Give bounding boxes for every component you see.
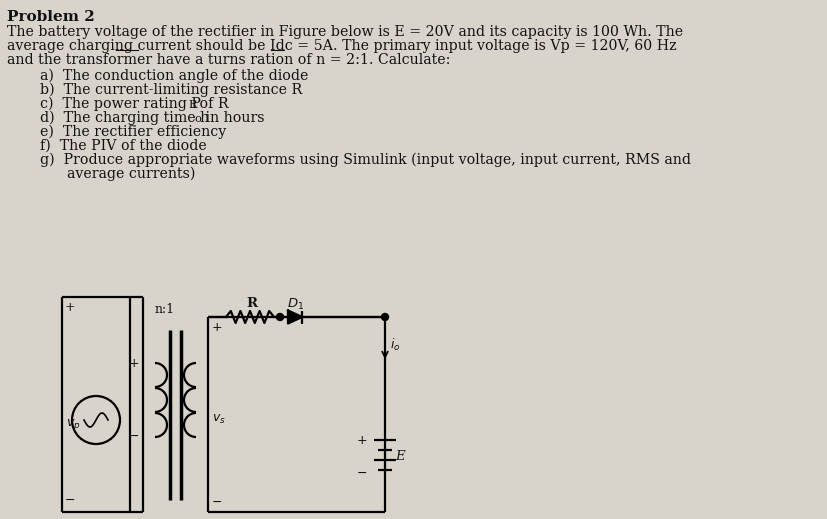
Text: e)  The rectifier efficiency: e) The rectifier efficiency [40,125,227,140]
Text: in hours: in hours [201,111,265,125]
Text: o: o [194,114,201,124]
Text: c)  The power rating P: c) The power rating P [40,97,201,112]
Text: and the transformer have a turns ration of n = 2:1. Calculate:: and the transformer have a turns ration … [7,53,451,67]
Text: average currents): average currents) [40,167,195,182]
Text: +: + [65,301,75,314]
Text: g)  Produce appropriate waveforms using Simulink (input voltage, input current, : g) Produce appropriate waveforms using S… [40,153,691,168]
Text: +: + [129,357,140,370]
Polygon shape [288,310,302,323]
Text: d)  The charging time h: d) The charging time h [40,111,209,126]
Text: b)  The current-limiting resistance R: b) The current-limiting resistance R [40,83,302,98]
Text: $D_1$: $D_1$ [287,297,304,312]
Text: $i_o$: $i_o$ [390,337,400,353]
Text: n:1: n:1 [155,303,175,316]
Text: −: − [65,494,75,507]
Text: −: − [357,467,367,480]
Circle shape [381,313,389,321]
Text: −: − [129,430,140,443]
Text: +: + [212,321,222,334]
Text: R: R [246,297,257,310]
Text: −: − [212,496,222,509]
Text: R: R [188,100,197,110]
Circle shape [276,313,284,321]
Text: average charging current should be Idc = 5A. The primary input voltage is Vp = 1: average charging current should be Idc =… [7,39,676,53]
Text: +: + [357,434,368,447]
Text: Problem 2: Problem 2 [7,10,95,24]
Text: The battery voltage of the rectifier in Figure below is E = 20V and its capacity: The battery voltage of the rectifier in … [7,25,683,39]
Text: E: E [395,450,404,463]
Text: f)  The PIV of the diode: f) The PIV of the diode [40,139,207,153]
Text: $v_s$: $v_s$ [212,413,226,426]
Text: of R: of R [195,97,228,111]
Text: a)  The conduction angle of the diode: a) The conduction angle of the diode [40,69,308,84]
Text: $v_p$: $v_p$ [66,417,80,432]
